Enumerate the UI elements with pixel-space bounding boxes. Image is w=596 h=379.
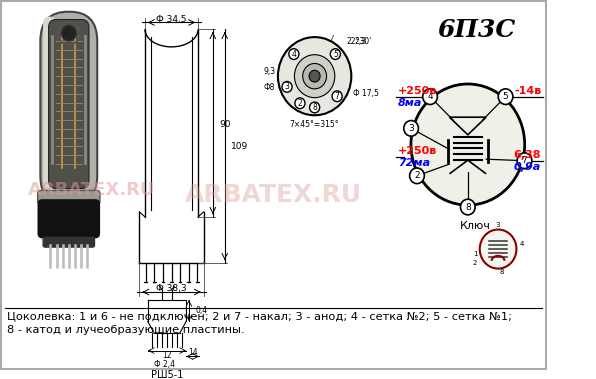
Text: 2: 2 — [297, 99, 302, 108]
Text: 8 - катод и лучеобразующие пластины.: 8 - катод и лучеобразующие пластины. — [7, 325, 245, 335]
Text: 8: 8 — [312, 103, 317, 112]
Text: 5: 5 — [502, 92, 508, 101]
Circle shape — [289, 49, 299, 60]
Text: 1: 1 — [473, 251, 477, 257]
Text: 109: 109 — [231, 141, 249, 150]
Circle shape — [409, 168, 424, 183]
FancyBboxPatch shape — [41, 12, 97, 205]
Text: Ключ: Ключ — [460, 221, 491, 231]
Text: Ф 34,5: Ф 34,5 — [156, 15, 187, 24]
Text: 14: 14 — [188, 348, 197, 357]
Text: Ф 17,5: Ф 17,5 — [353, 89, 379, 98]
Circle shape — [498, 89, 513, 105]
Text: 2: 2 — [414, 171, 420, 180]
Text: 8: 8 — [499, 269, 504, 276]
Text: 8ма: 8ма — [398, 98, 423, 108]
Circle shape — [480, 230, 516, 269]
Text: Ф 2,4: Ф 2,4 — [154, 360, 175, 369]
Circle shape — [461, 199, 475, 215]
Text: Ф 38,3: Ф 38,3 — [156, 283, 187, 293]
Text: 6,38: 6,38 — [514, 150, 541, 160]
Text: 9,3: 9,3 — [263, 67, 275, 76]
Text: ARBATEX.RU: ARBATEX.RU — [28, 182, 156, 199]
Circle shape — [294, 55, 335, 98]
Text: 72ма: 72ма — [398, 158, 430, 168]
Circle shape — [517, 153, 532, 169]
Text: 3: 3 — [408, 124, 414, 133]
Text: 5: 5 — [333, 50, 338, 59]
Text: РШ5-1: РШ5-1 — [151, 370, 183, 379]
Circle shape — [278, 37, 351, 115]
Text: 0,4: 0,4 — [195, 306, 207, 315]
Circle shape — [332, 91, 342, 102]
Circle shape — [309, 70, 320, 82]
Circle shape — [411, 84, 524, 205]
Text: 2: 2 — [473, 260, 477, 266]
Text: 22°30': 22°30' — [347, 38, 372, 47]
Text: +250в: +250в — [398, 146, 437, 156]
Text: 12: 12 — [162, 351, 172, 360]
Text: 7×45°=315°: 7×45°=315° — [290, 119, 340, 128]
Text: 6П3С: 6П3С — [438, 17, 516, 42]
Text: +250в: +250в — [398, 86, 437, 96]
Text: -14в: -14в — [514, 86, 541, 96]
Circle shape — [423, 89, 437, 105]
Text: 3: 3 — [285, 82, 290, 91]
Circle shape — [303, 63, 327, 89]
FancyBboxPatch shape — [39, 200, 99, 237]
FancyBboxPatch shape — [43, 17, 56, 190]
FancyBboxPatch shape — [1, 1, 546, 369]
FancyBboxPatch shape — [43, 237, 95, 247]
Text: 2,3: 2,3 — [354, 38, 366, 47]
Text: 4: 4 — [291, 50, 296, 59]
Text: ARBATEX.RU: ARBATEX.RU — [185, 183, 362, 207]
Text: 4: 4 — [520, 241, 524, 247]
Circle shape — [403, 121, 418, 136]
FancyBboxPatch shape — [38, 190, 100, 204]
Text: Ф8: Ф8 — [264, 83, 275, 92]
Text: 0,9а: 0,9а — [514, 162, 541, 172]
Text: 45°: 45° — [322, 62, 335, 71]
Text: 7: 7 — [335, 92, 340, 101]
FancyBboxPatch shape — [49, 20, 89, 188]
Text: 3: 3 — [496, 222, 500, 228]
Text: 4: 4 — [427, 92, 433, 101]
Text: Цоколевка: 1 и 6 - не подключен; 2 и 7 - накал; 3 - анод; 4 - сетка №2; 5 - сетк: Цоколевка: 1 и 6 - не подключен; 2 и 7 -… — [7, 312, 513, 321]
Circle shape — [309, 102, 319, 113]
Circle shape — [61, 25, 76, 41]
Text: 7: 7 — [522, 156, 527, 165]
Text: 8: 8 — [465, 202, 471, 211]
Circle shape — [295, 98, 305, 109]
Circle shape — [282, 81, 292, 92]
Circle shape — [330, 49, 340, 60]
Text: 90: 90 — [219, 120, 231, 129]
